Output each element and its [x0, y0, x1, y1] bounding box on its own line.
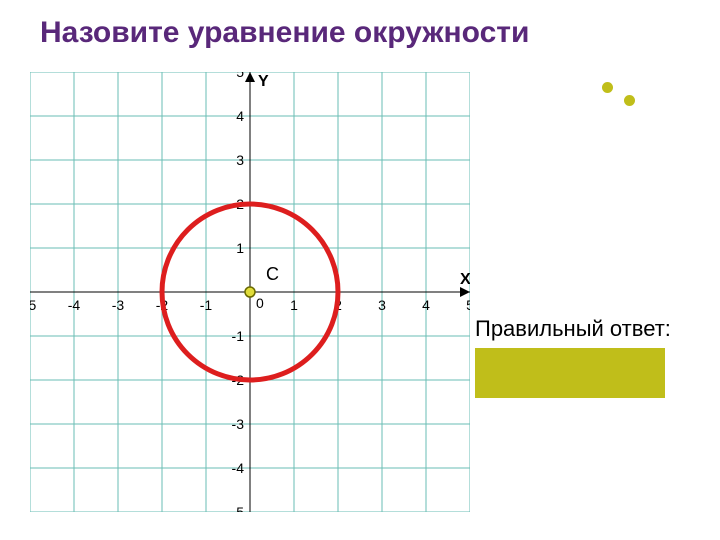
svg-text:Y: Y [258, 73, 269, 90]
svg-text:3: 3 [378, 297, 386, 313]
answer-box [475, 348, 665, 398]
decor-bullet-icon [602, 82, 613, 93]
svg-text:-1: -1 [232, 328, 245, 344]
answer-label: Правильный ответ: [475, 316, 671, 342]
svg-text:-3: -3 [232, 416, 245, 432]
svg-text:-5: -5 [30, 297, 36, 313]
svg-text:3: 3 [236, 152, 244, 168]
svg-text:0: 0 [256, 295, 264, 311]
svg-text:-1: -1 [200, 297, 213, 313]
coordinate-chart: XY-5-4-3-2-112345-5-4-3-2-1123450С [30, 72, 470, 512]
svg-text:-5: -5 [232, 504, 245, 512]
svg-text:С: С [266, 264, 279, 284]
slide: Назовите уравнение окружности XY-5-4-3-2… [0, 0, 720, 540]
svg-text:1: 1 [290, 297, 298, 313]
decor-bullet-icon [624, 95, 635, 106]
svg-text:4: 4 [236, 108, 244, 124]
svg-text:5: 5 [236, 72, 244, 80]
svg-text:5: 5 [466, 297, 470, 313]
svg-text:X: X [460, 271, 470, 288]
svg-text:-4: -4 [232, 460, 245, 476]
svg-text:-3: -3 [112, 297, 125, 313]
svg-text:-4: -4 [68, 297, 81, 313]
svg-text:4: 4 [422, 297, 430, 313]
svg-text:1: 1 [236, 240, 244, 256]
page-title: Назовите уравнение окружности [40, 16, 529, 50]
